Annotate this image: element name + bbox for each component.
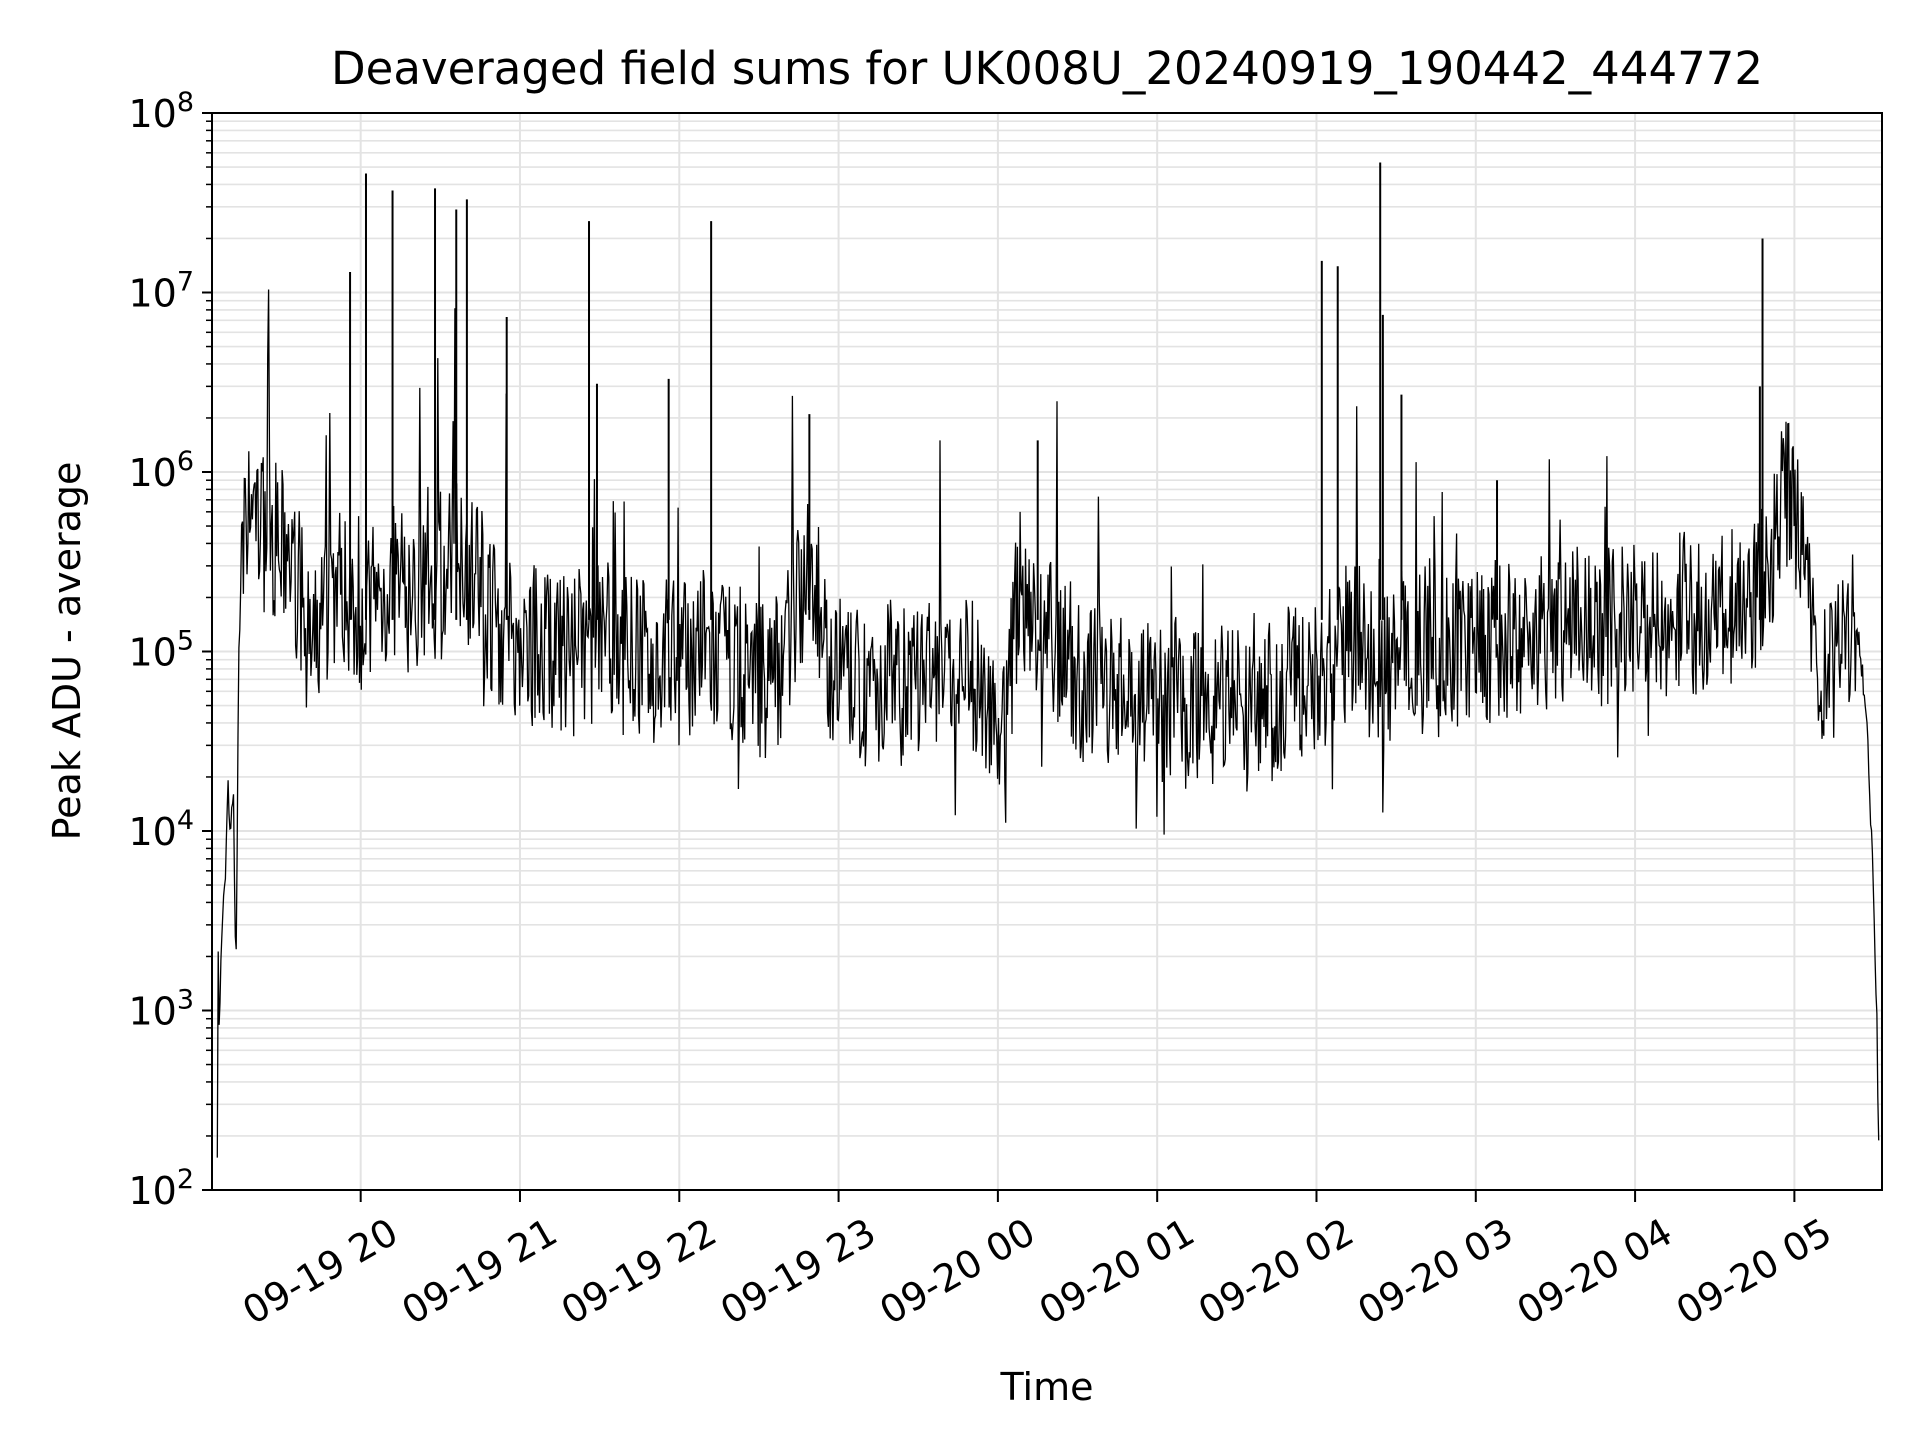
y-tick-label: 105 [128, 626, 194, 675]
y-tick-label: 107 [128, 267, 194, 316]
x-tick-label: 09-20 00 [872, 1210, 1042, 1334]
y-tick-label: 104 [128, 805, 194, 854]
x-tick-label: 09-20 04 [1510, 1210, 1680, 1334]
series-line [216, 289, 1880, 1158]
y-axis: 102 103 104 105 106 107 108 [128, 87, 212, 1213]
y-tick-label: 102 [128, 1164, 194, 1213]
grid-lines [212, 113, 1882, 1191]
x-tick-label: 09-20 02 [1191, 1210, 1361, 1334]
x-tick-label: 09-19 22 [554, 1210, 724, 1334]
y-axis-label: Peak ADU - average [45, 462, 89, 841]
chart-title: Deaveraged field sums for UK008U_2024091… [331, 42, 1763, 95]
x-tick-label: 09-20 05 [1669, 1210, 1839, 1334]
y-tick-label: 108 [128, 87, 194, 136]
x-tick-label: 09-19 23 [713, 1210, 883, 1334]
x-tick-label: 09-19 20 [235, 1210, 405, 1334]
x-tick-label: 09-20 03 [1350, 1210, 1520, 1334]
y-tick-label: 106 [128, 446, 194, 495]
x-axis-label: Time [1000, 1365, 1094, 1409]
data-series [216, 162, 1880, 1158]
y-tick-label: 103 [128, 985, 194, 1034]
x-tick-label: 09-20 01 [1032, 1210, 1202, 1334]
x-tick-label: 09-19 21 [395, 1210, 565, 1334]
